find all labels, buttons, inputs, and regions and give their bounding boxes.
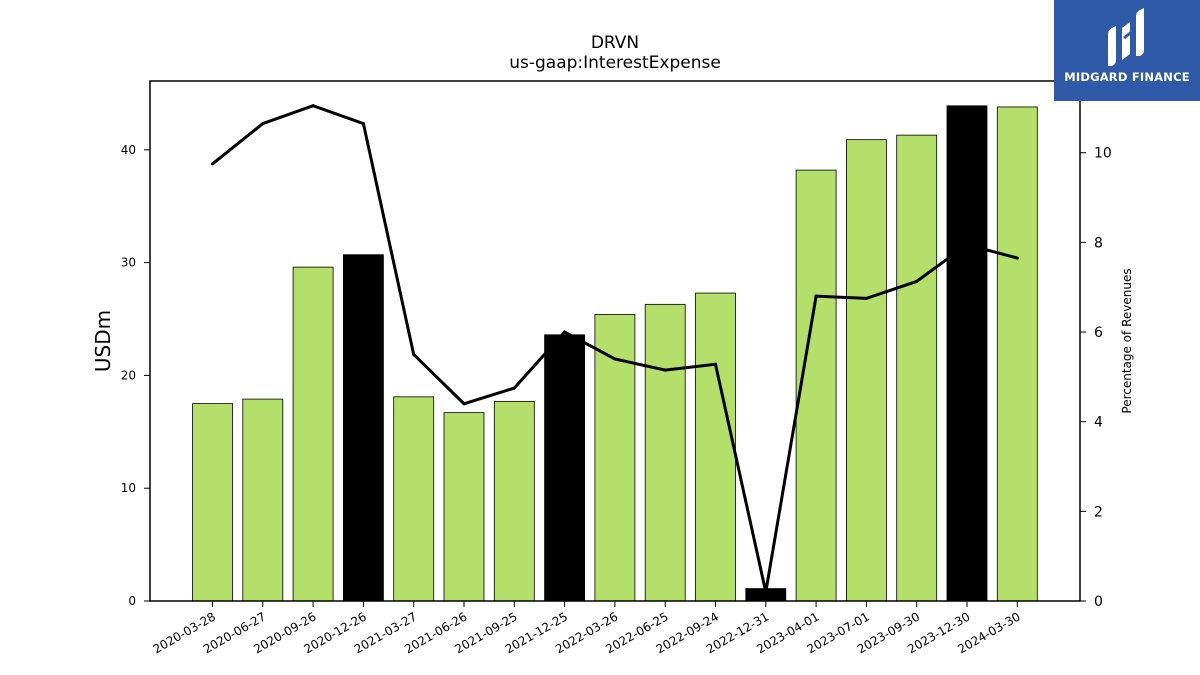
y-axis-left: 0 10 20 30 40 — [121, 143, 150, 608]
line-point-2022-09-24 — [714, 362, 717, 366]
bar-2021-03-27 — [393, 396, 435, 602]
y-right-tick-label: 10 — [1094, 146, 1112, 162]
y-axis-label-left: USDm — [91, 310, 115, 372]
line-point-2021-09-25 — [512, 386, 516, 390]
y-right-tick-label: 4 — [1094, 415, 1103, 431]
y-right-tick-label: 6 — [1094, 325, 1103, 341]
line-point-2020-09-26 — [311, 104, 315, 108]
line-point-2021-12-25 — [563, 330, 567, 334]
line-point-2023-09-30 — [915, 279, 919, 283]
line-point-2023-12-30 — [965, 243, 969, 247]
bar-2021-09-25 — [493, 400, 535, 602]
line-point-2023-07-01 — [864, 296, 868, 300]
chart-subtitle: us-gaap:InterestExpense — [509, 53, 721, 73]
bar-2021-06-26 — [443, 412, 485, 602]
y-right-tick-label: 8 — [1094, 235, 1103, 251]
y-left-tick-label: 30 — [121, 256, 136, 270]
line-point-2021-03-27 — [412, 352, 416, 356]
logo-mark-icon — [1108, 8, 1144, 66]
bar-2020-09-26 — [292, 266, 334, 602]
bar-2023-04-01 — [795, 169, 837, 602]
bar-2023-12-30 — [946, 105, 988, 602]
bar-2020-06-27 — [242, 398, 284, 602]
bar-2022-06-25 — [644, 303, 686, 602]
bar-2022-09-24 — [695, 292, 736, 602]
line-point-2024-03-30 — [1015, 256, 1019, 260]
line-point-2020-06-27 — [261, 122, 265, 126]
y-left-tick-label: 40 — [121, 143, 136, 157]
bar-2020-12-26 — [342, 254, 384, 602]
line-point-2022-03-26 — [613, 357, 617, 361]
y-axis-label-right: Percentage of Revenues — [1120, 268, 1134, 413]
line-point-2020-12-26 — [361, 122, 365, 126]
y-right-tick-label: 0 — [1094, 594, 1103, 610]
bar-2020-03-28 — [192, 403, 233, 602]
line-point-2021-06-26 — [462, 402, 466, 406]
line-series — [211, 104, 1019, 594]
line-point-2023-04-01 — [814, 294, 818, 298]
bar-2024-03-30 — [996, 106, 1038, 602]
line-point-2020-03-28 — [211, 162, 214, 166]
bar-2023-07-01 — [846, 139, 887, 602]
chart-title: DRVN — [591, 33, 639, 53]
logo-text: MIDGARD FINANCE — [1064, 70, 1190, 84]
y-left-tick-label: 20 — [121, 368, 136, 382]
line-point-2022-12-31 — [764, 590, 768, 594]
bar-2023-09-30 — [896, 134, 938, 602]
y-axis-right: 0 2 4 6 8 10 — [1080, 146, 1112, 610]
y-left-tick-label: 10 — [121, 481, 136, 495]
bar-2021-12-25 — [544, 334, 585, 602]
bar-series — [192, 105, 1038, 602]
x-axis: 2020-03-282020-06-272020-09-262020-12-26… — [151, 601, 1023, 656]
midgard-finance-logo: MIDGARD FINANCE — [1054, 0, 1200, 101]
line-point-2022-06-25 — [663, 368, 667, 372]
y-left-tick-label: 0 — [128, 594, 136, 608]
y-right-tick-label: 2 — [1094, 504, 1103, 520]
